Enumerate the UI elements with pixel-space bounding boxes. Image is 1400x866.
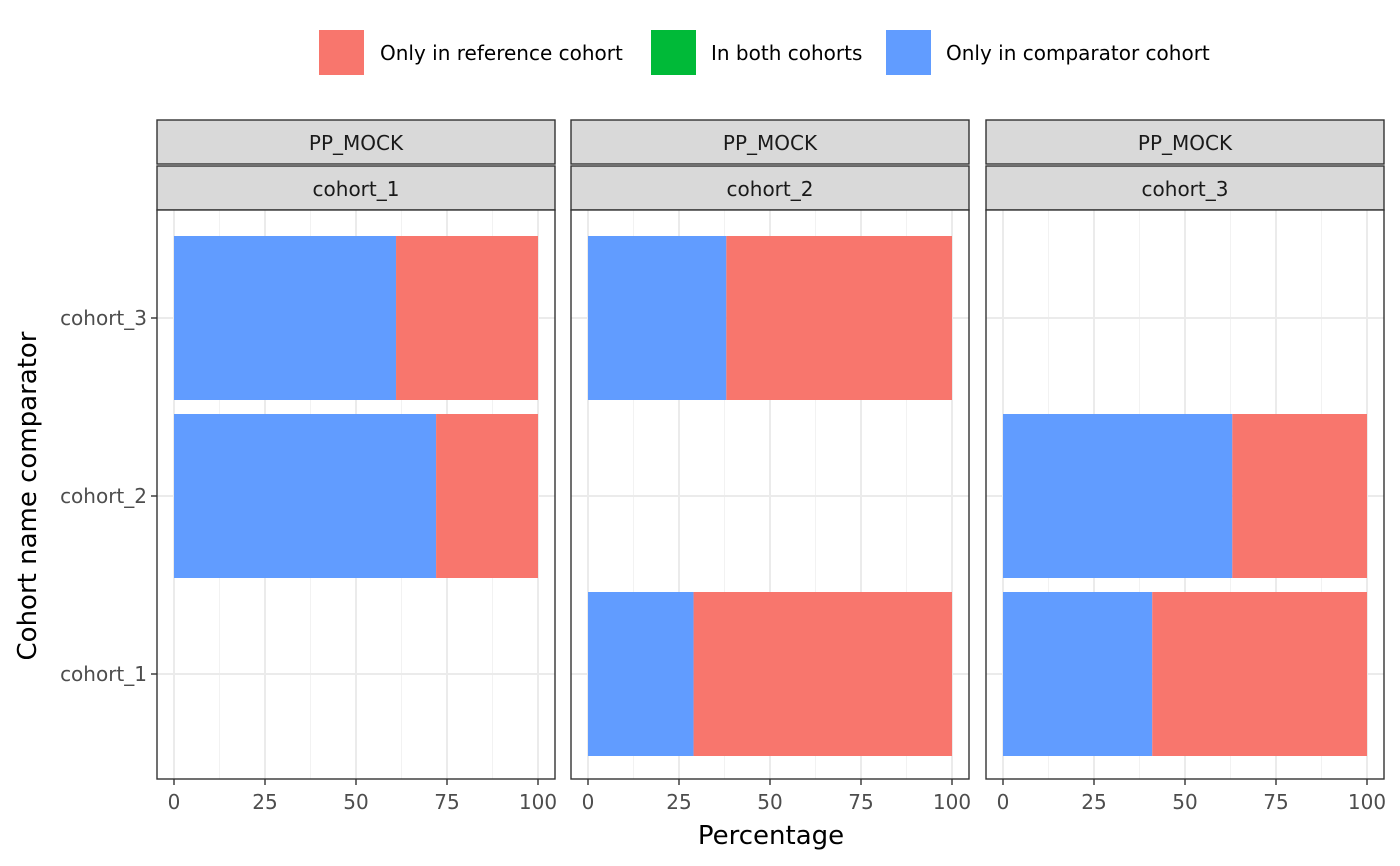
x-tick-label: 0 bbox=[997, 790, 1010, 814]
x-tick-label: 75 bbox=[1263, 790, 1288, 814]
x-tick-label: 0 bbox=[582, 790, 595, 814]
legend: Only in reference cohort In both cohorts O… bbox=[319, 30, 1210, 75]
bar-only-comparator bbox=[1003, 414, 1233, 578]
strip-bottom-label: cohort_1 bbox=[313, 177, 400, 201]
facet-panel-1: PP_MOCK cohort_2 0 25 50 75 100 bbox=[570, 119, 971, 814]
bar-only-reference bbox=[1232, 414, 1367, 578]
bar-only-comparator bbox=[1003, 592, 1153, 756]
bar-only-comparator bbox=[588, 236, 727, 400]
bar-only-comparator bbox=[174, 236, 397, 400]
y-tick-label: cohort_2 bbox=[60, 484, 147, 508]
x-axis-title: Percentage bbox=[698, 821, 844, 851]
strip-bottom-bg bbox=[985, 165, 1385, 211]
x-tick-label: 25 bbox=[252, 790, 277, 814]
strip-top-bg bbox=[570, 119, 970, 165]
strip-bottom-label: cohort_2 bbox=[727, 177, 814, 201]
bar-only-reference bbox=[436, 414, 538, 578]
strip-top-label: PP_MOCK bbox=[309, 131, 404, 155]
x-tick-label: 100 bbox=[519, 790, 557, 814]
bar-only-reference bbox=[396, 236, 538, 400]
legend-label-1: In both cohorts bbox=[711, 41, 862, 65]
strip-top-bg bbox=[156, 119, 556, 165]
strip-bottom-bg bbox=[156, 165, 556, 211]
x-tick-label: 100 bbox=[933, 790, 971, 814]
x-tick-label: 75 bbox=[434, 790, 459, 814]
legend-label-0: Only in reference cohort bbox=[380, 41, 623, 65]
x-tick-label: 100 bbox=[1348, 790, 1386, 814]
y-axis-title: Cohort name comparator bbox=[13, 331, 43, 660]
bar-only-reference bbox=[693, 592, 952, 756]
y-tick-label: cohort_3 bbox=[60, 306, 147, 330]
bar-only-comparator bbox=[174, 414, 437, 578]
legend-key-2 bbox=[886, 30, 931, 75]
x-tick-label: 25 bbox=[1081, 790, 1106, 814]
x-tick-label: 75 bbox=[848, 790, 873, 814]
bar-only-comparator bbox=[588, 592, 694, 756]
x-tick-label: 25 bbox=[666, 790, 691, 814]
facet-panel-0: PP_MOCK cohort_1 0 25 50 75 100 bbox=[156, 119, 557, 814]
facet-panel-2: PP_MOCK cohort_3 0 25 50 75 100 bbox=[985, 119, 1386, 814]
x-tick-label: 50 bbox=[1172, 790, 1197, 814]
bar-only-reference bbox=[1152, 592, 1367, 756]
x-tick-label: 50 bbox=[343, 790, 368, 814]
strip-bottom-label: cohort_3 bbox=[1142, 177, 1229, 201]
strip-bottom-bg bbox=[570, 165, 970, 211]
y-tick-label: cohort_1 bbox=[60, 662, 147, 686]
legend-key-0 bbox=[319, 30, 364, 75]
facet-panels: PP_MOCK cohort_1 0 25 50 75 100 PP_MOCK cohort_2… bbox=[156, 119, 1386, 814]
y-axis: cohort_1 cohort_2 cohort_3 bbox=[60, 306, 157, 686]
legend-label-2: Only in comparator cohort bbox=[946, 41, 1210, 65]
bar-only-reference bbox=[726, 236, 952, 400]
strip-top-bg bbox=[985, 119, 1385, 165]
strip-top-label: PP_MOCK bbox=[723, 131, 818, 155]
strip-top-label: PP_MOCK bbox=[1138, 131, 1233, 155]
x-tick-label: 0 bbox=[168, 790, 181, 814]
legend-key-1 bbox=[651, 30, 696, 75]
x-tick-label: 50 bbox=[757, 790, 782, 814]
